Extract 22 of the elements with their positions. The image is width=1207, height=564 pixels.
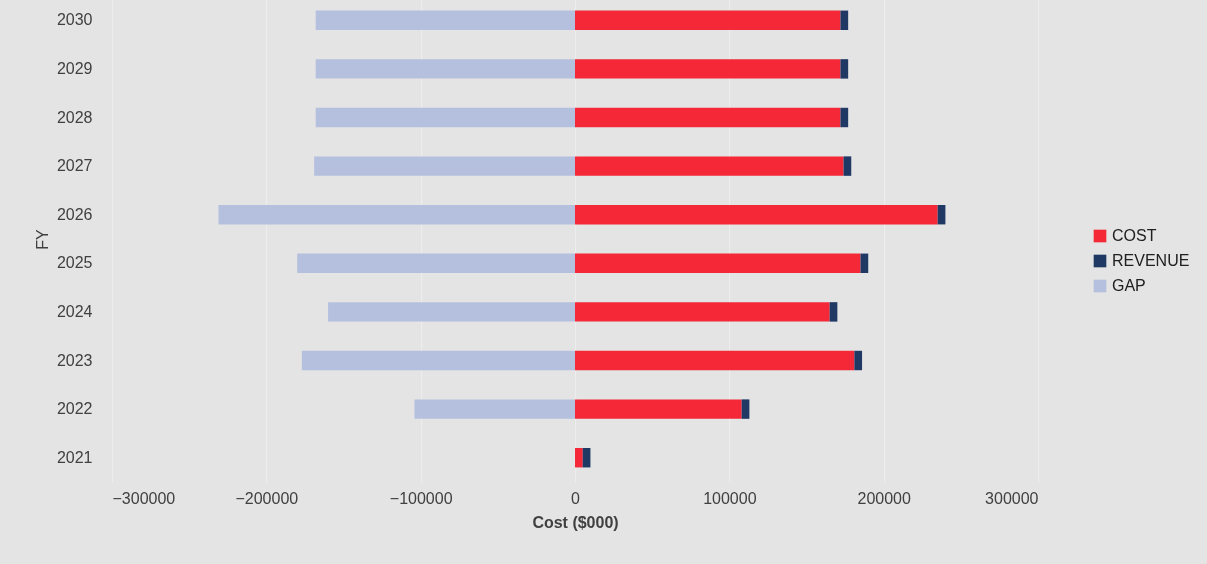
x-tick-label: 200000	[857, 489, 911, 507]
y-tick-label: 2025	[56, 254, 93, 272]
legend-label: COST	[1112, 227, 1157, 244]
x-tick-label: −300000	[112, 489, 176, 507]
legend-label: GAP	[1112, 277, 1146, 294]
legend-label: REVENUE	[1112, 252, 1190, 269]
x-axis-title: Cost ($000)	[532, 513, 619, 531]
y-tick-label: 2028	[56, 108, 93, 126]
y-tick-label: 2023	[56, 351, 93, 369]
x-tick-label: 0	[571, 489, 581, 507]
x-tick-label: −100000	[389, 489, 453, 507]
y-tick-label: 2026	[56, 205, 93, 223]
x-tick-label: −200000	[235, 489, 299, 507]
y-axis-title: FY	[33, 228, 51, 250]
y-tick-label: 2030	[56, 11, 93, 29]
y-tick-label: 2024	[56, 302, 93, 320]
y-tick-label: 2022	[56, 400, 93, 418]
x-tick-label: 300000	[985, 489, 1039, 507]
y-tick-label: 2027	[56, 157, 93, 175]
y-tick-label: 2029	[56, 59, 93, 77]
x-tick-label: 100000	[703, 489, 757, 507]
y-tick-label: 2021	[56, 448, 93, 466]
